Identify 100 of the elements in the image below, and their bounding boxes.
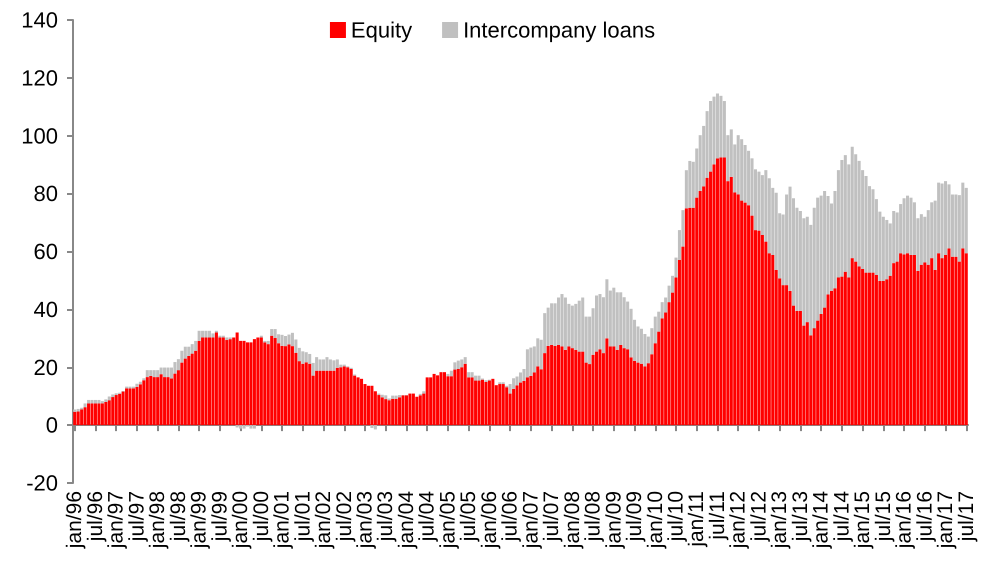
bar bbox=[336, 359, 339, 368]
bar bbox=[332, 370, 336, 426]
bar bbox=[474, 380, 478, 426]
x-tick-label: jul/96 bbox=[84, 491, 107, 542]
bar bbox=[384, 395, 388, 400]
bar bbox=[736, 194, 740, 426]
bar bbox=[612, 346, 616, 426]
bar bbox=[318, 370, 322, 426]
bar bbox=[518, 372, 522, 383]
bar bbox=[398, 397, 402, 426]
bar bbox=[201, 337, 204, 426]
bar bbox=[460, 359, 464, 368]
bar bbox=[325, 370, 329, 426]
bar bbox=[412, 394, 415, 426]
bar bbox=[163, 368, 166, 378]
bar bbox=[456, 360, 460, 369]
bar bbox=[391, 398, 394, 426]
bar bbox=[152, 377, 156, 426]
bar bbox=[885, 279, 888, 426]
bar bbox=[336, 368, 339, 426]
bar bbox=[208, 337, 212, 426]
bar bbox=[318, 359, 322, 371]
bar bbox=[173, 374, 176, 426]
bar bbox=[954, 256, 958, 426]
bar bbox=[874, 274, 878, 426]
bar bbox=[242, 425, 246, 429]
bar bbox=[201, 330, 204, 338]
bar bbox=[388, 400, 391, 426]
bar bbox=[453, 362, 456, 370]
bar bbox=[87, 400, 90, 404]
bar bbox=[208, 330, 212, 338]
bar bbox=[108, 400, 111, 426]
bar bbox=[871, 272, 874, 426]
bar bbox=[146, 370, 149, 378]
bar bbox=[564, 298, 567, 350]
bar bbox=[100, 403, 104, 426]
bar bbox=[505, 387, 508, 426]
bar bbox=[643, 366, 646, 426]
bar bbox=[198, 330, 201, 341]
bar bbox=[366, 386, 370, 426]
bar bbox=[374, 425, 377, 430]
bar bbox=[937, 253, 940, 426]
bar bbox=[76, 408, 80, 412]
bar bbox=[605, 338, 608, 426]
bar bbox=[260, 337, 263, 426]
bar bbox=[442, 372, 446, 426]
bar bbox=[149, 376, 152, 426]
bar bbox=[87, 403, 90, 426]
bar bbox=[491, 378, 494, 426]
bar bbox=[526, 377, 529, 426]
bar bbox=[187, 356, 190, 426]
bar bbox=[138, 384, 142, 426]
bar bbox=[432, 374, 436, 426]
x-tick-label: jul/11 bbox=[706, 491, 729, 541]
bar bbox=[394, 396, 398, 399]
bar bbox=[554, 346, 557, 426]
bar bbox=[266, 340, 270, 344]
bar bbox=[470, 372, 474, 378]
bar bbox=[626, 349, 630, 426]
bar bbox=[456, 368, 460, 426]
bar bbox=[518, 382, 522, 426]
x-tick-label: jul/06 bbox=[498, 491, 522, 542]
bar bbox=[923, 262, 926, 426]
bar bbox=[688, 160, 692, 208]
bar bbox=[864, 272, 868, 426]
bar bbox=[408, 394, 412, 426]
bar bbox=[270, 336, 274, 426]
bar bbox=[128, 388, 132, 426]
bar bbox=[415, 396, 418, 426]
x-tick-label: jul/99 bbox=[208, 491, 232, 542]
bar bbox=[360, 378, 364, 426]
bar bbox=[370, 386, 374, 426]
bar bbox=[350, 368, 353, 426]
bar bbox=[464, 357, 467, 364]
bar bbox=[156, 377, 160, 426]
bar bbox=[180, 362, 184, 426]
bar bbox=[595, 295, 598, 352]
bar bbox=[325, 357, 329, 371]
bar bbox=[578, 352, 581, 426]
bar bbox=[478, 376, 481, 381]
bar bbox=[516, 376, 519, 386]
bar bbox=[429, 377, 432, 426]
bar bbox=[274, 338, 277, 426]
bar bbox=[356, 377, 360, 426]
bar bbox=[909, 254, 913, 426]
y-tick-label: 140 bbox=[21, 8, 58, 32]
bar bbox=[836, 278, 840, 426]
x-tick-label: jul/97 bbox=[125, 491, 148, 542]
bar bbox=[899, 253, 902, 426]
bar bbox=[287, 344, 290, 426]
x-tick-label: jul/03 bbox=[374, 491, 398, 542]
bar bbox=[322, 370, 326, 426]
x-tick-label: jul/00 bbox=[250, 491, 273, 542]
bar bbox=[516, 385, 519, 426]
x-tick-label: jul/14 bbox=[830, 490, 854, 542]
bar bbox=[418, 395, 422, 426]
bar bbox=[108, 396, 111, 400]
bar bbox=[104, 402, 108, 426]
bar bbox=[546, 346, 550, 426]
bar bbox=[322, 359, 326, 371]
